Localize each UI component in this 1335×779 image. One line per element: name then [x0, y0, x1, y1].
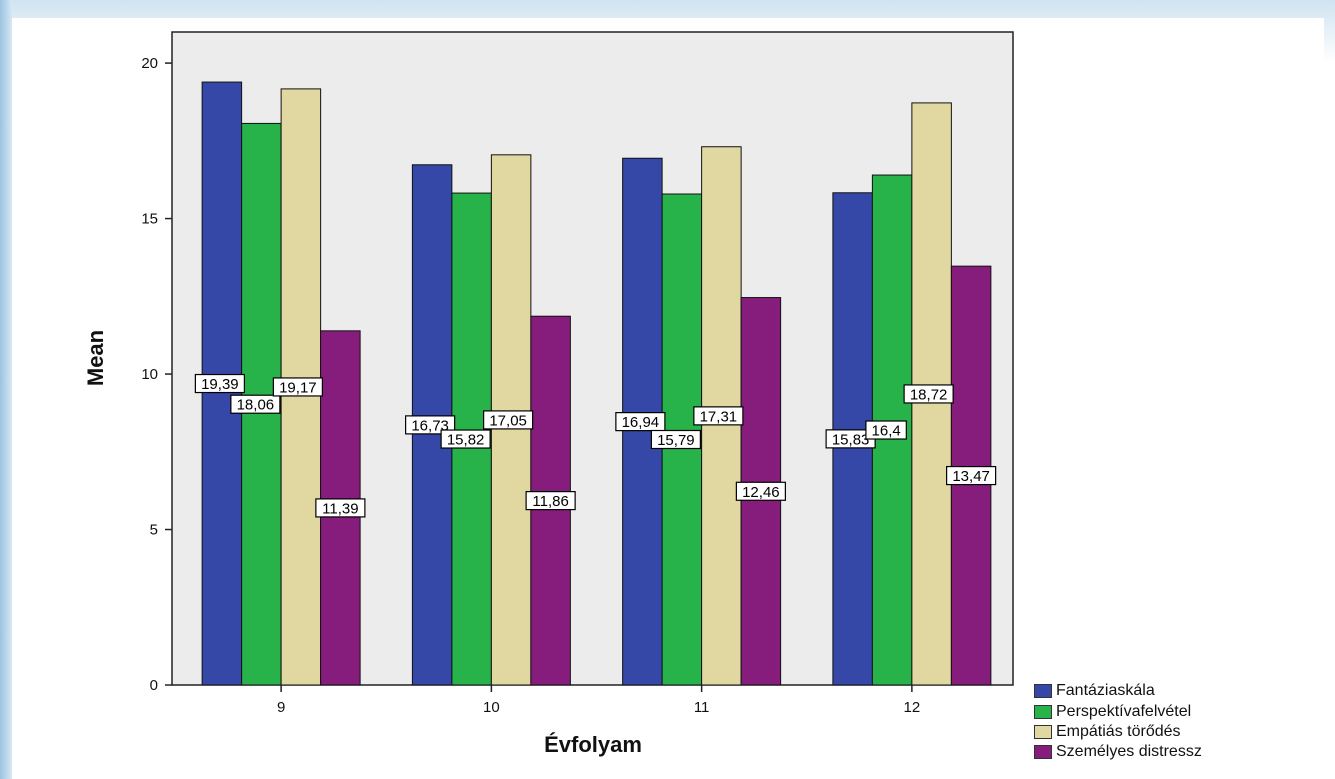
data-label-box	[903, 384, 954, 404]
data-label-text: 16,4	[872, 423, 901, 440]
legend-swatch-fantaziaskala	[1034, 684, 1052, 698]
slide-left-edge	[0, 0, 12, 779]
data-label-text: 11,39	[322, 500, 358, 517]
data-label-text: 15,83	[832, 431, 870, 448]
data-label-box	[865, 420, 907, 440]
data-label-text: 11,86	[532, 493, 568, 510]
y-tick-label-20: 20	[141, 55, 158, 72]
x-axis: 9 10 11 12	[277, 685, 920, 716]
data-label-box	[315, 498, 366, 518]
y-tick-label-0: 0	[150, 677, 158, 694]
data-label-text: 18,72	[910, 386, 948, 403]
legend-item-szemelyes-distressz: Személyes distressz	[1034, 743, 1202, 761]
legend-label-szemelyes-distressz: Személyes distressz	[1056, 743, 1202, 760]
data-label-perspektivafelvetel-10: 15,82	[440, 429, 491, 449]
data-label-text: 16,73	[411, 417, 449, 434]
y-tick-label-10: 10	[141, 366, 158, 383]
legend-swatch-perspektivafelvetel	[1034, 705, 1052, 719]
data-label-perspektivafelvetel-12: 16,4	[865, 420, 907, 440]
data-label-szemelyes-distressz-9: 11,39	[315, 498, 366, 518]
legend-swatch-szemelyes-distressz	[1034, 745, 1052, 759]
data-label-box	[525, 491, 576, 511]
data-label-fantaziaskala-10: 16,73	[405, 415, 456, 435]
data-label-empatias-torodes-10: 17,05	[483, 410, 534, 430]
legend-label-fantaziaskala: Fantáziaskála	[1056, 682, 1155, 699]
data-label-text: 17,05	[489, 412, 527, 429]
data-label-box	[405, 415, 456, 435]
data-label-box	[735, 481, 786, 501]
data-label-box	[440, 429, 491, 449]
data-label-szemelyes-distressz-11: 12,46	[735, 481, 786, 501]
y-axis: 0 5 10 15 20	[141, 55, 172, 694]
data-label-box	[615, 412, 666, 432]
legend-item-fantaziaskala: Fantáziaskála	[1034, 682, 1155, 700]
x-tick-label-12: 12	[904, 699, 921, 716]
data-label-text: 18,06	[237, 397, 275, 414]
data-label-fantaziaskala-9: 19,39	[194, 373, 245, 394]
data-label-empatias-torodes-12: 18,72	[903, 384, 954, 404]
data-label-box	[483, 410, 534, 430]
data-label-box	[194, 373, 245, 394]
data-label-box	[693, 406, 744, 426]
x-axis-title: Évfolyam	[544, 732, 642, 757]
legend-item-empatias-torodes: Empátiás törődés	[1034, 723, 1181, 741]
data-label-text: 16,94	[622, 414, 660, 431]
data-label-box	[650, 429, 701, 450]
data-label-fantaziaskala-11: 16,94	[615, 412, 666, 432]
data-label-text: 12,46	[742, 484, 780, 501]
data-label-text: 19,17	[279, 379, 317, 396]
legend: Fantáziaskála Perspektívafelvétel Empáti…	[1032, 676, 1332, 779]
data-label-text: 13,47	[952, 468, 990, 485]
legend-label-empatias-torodes: Empátiás törődés	[1056, 723, 1181, 740]
data-label-text: 15,79	[657, 432, 695, 449]
data-label-perspektivafelvetel-11: 15,79	[650, 429, 701, 450]
x-tick-label-10: 10	[483, 699, 500, 716]
legend-label-perspektivafelvetel: Perspektívafelvétel	[1056, 703, 1192, 720]
data-label-box	[230, 394, 281, 414]
data-label-text: 15,82	[447, 432, 485, 449]
y-tick-label-5: 5	[150, 522, 158, 539]
data-label-szemelyes-distressz-10: 11,86	[525, 491, 576, 511]
data-label-box	[272, 377, 323, 397]
y-axis-title: Mean	[83, 330, 108, 386]
x-tick-label-11: 11	[694, 699, 710, 716]
data-label-text: 19,39	[201, 376, 239, 393]
legend-swatch-empatias-torodes	[1034, 725, 1052, 739]
data-label-text: 17,31	[700, 408, 738, 425]
data-label-perspektivafelvetel-9: 18,06	[230, 394, 281, 414]
data-label-box	[946, 465, 997, 486]
data-label-empatias-torodes-11: 17,31	[693, 406, 744, 426]
x-tick-label-9: 9	[277, 699, 285, 716]
data-label-fantaziaskala-12: 15,83	[825, 429, 876, 449]
data-label-empatias-torodes-9: 19,17	[272, 377, 323, 397]
legend-item-perspektivafelvetel: Perspektívafelvétel	[1034, 703, 1191, 721]
y-tick-label-15: 15	[141, 211, 158, 228]
data-label-szemelyes-distressz-12: 13,47	[946, 465, 997, 486]
